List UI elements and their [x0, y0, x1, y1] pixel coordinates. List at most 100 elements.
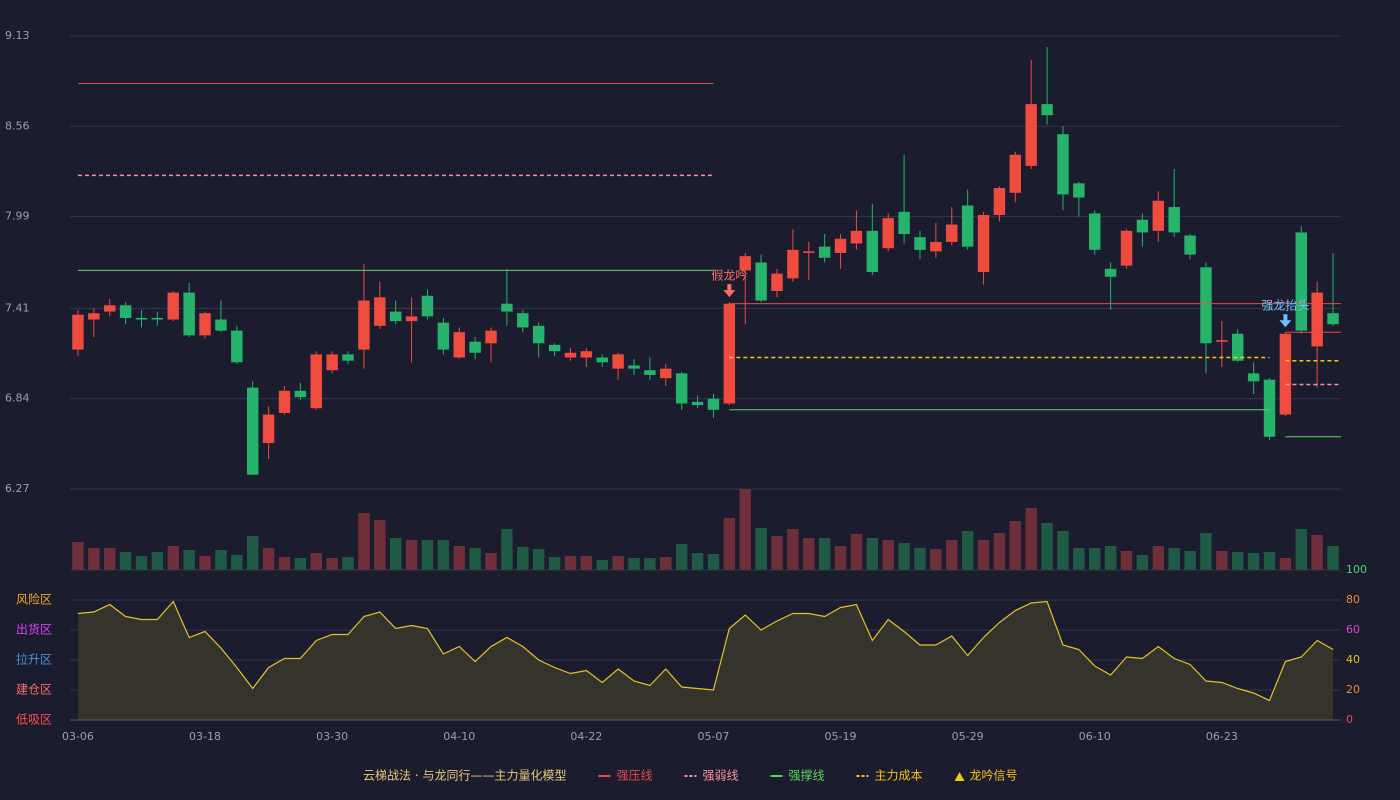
candle-body [850, 230, 863, 244]
legend-label: 强撑线 [788, 768, 824, 783]
volume-bar [1168, 548, 1180, 570]
x-tick-label: 05-29 [952, 730, 984, 743]
volume-bar [135, 556, 148, 570]
candle-body [1025, 104, 1037, 166]
volume-bar [453, 546, 465, 570]
candle-body [1120, 230, 1133, 266]
signal-label: 假龙吟 [711, 268, 747, 283]
candle-body [961, 205, 974, 247]
volume-bar [469, 548, 481, 570]
volume-bar [88, 548, 100, 570]
volume-bar [199, 556, 211, 570]
candle-body [739, 256, 751, 271]
x-tick-label: 05-07 [697, 730, 729, 743]
candle-body [660, 368, 672, 379]
volume-bar [167, 546, 179, 570]
volume-bar [1041, 523, 1053, 570]
volume-bar [898, 543, 910, 570]
candle-body [564, 352, 577, 358]
candle-body [612, 354, 624, 369]
candle-body [215, 319, 227, 331]
candle-body [993, 188, 1006, 215]
candle-body [88, 313, 100, 320]
volume-bar [612, 556, 624, 570]
candle-body [1184, 235, 1196, 255]
y-tick-label: 8.56 [5, 119, 30, 132]
volume-bar [437, 540, 450, 570]
candle-body [1136, 219, 1149, 233]
volume-bar [103, 548, 116, 570]
x-tick-label: 04-10 [443, 730, 475, 743]
volume-bar [1089, 548, 1101, 570]
x-tick-label: 03-06 [62, 730, 94, 743]
volume-bar [358, 513, 370, 570]
y2-tick-label: 20 [1346, 683, 1360, 696]
volume-bar [580, 556, 593, 570]
volume-bar [1247, 553, 1260, 570]
legend-label: 强弱线 [702, 769, 738, 783]
candle-body [501, 303, 513, 312]
volume-bar [755, 528, 767, 570]
y2-tick-label: 80 [1346, 593, 1360, 606]
volume-bar [596, 560, 608, 570]
volume-bar [1009, 521, 1022, 570]
volume-bar [246, 536, 259, 570]
candle-body [469, 341, 481, 353]
volume-bar [421, 540, 434, 570]
candle-body [262, 414, 275, 444]
candle-body [532, 325, 545, 344]
candle-body [755, 262, 767, 301]
y-tick-label: 7.41 [5, 301, 30, 314]
volume-bar [389, 538, 402, 570]
candle-body [1247, 373, 1260, 382]
volume-bar [946, 540, 958, 570]
candle-body [707, 398, 720, 410]
volume-bar [882, 540, 894, 570]
volume-bar [834, 546, 847, 570]
volume-bar [532, 549, 545, 570]
candle-body [183, 292, 195, 336]
candle-body [119, 305, 132, 318]
volume-bar [660, 557, 672, 570]
candle-body [548, 344, 561, 352]
candle-body [342, 354, 354, 361]
candle-body [628, 365, 640, 369]
candle-body [1152, 200, 1165, 231]
candle-body [1311, 292, 1323, 347]
candle-body [246, 387, 259, 475]
volume-bar [310, 553, 322, 570]
volume-bar [326, 558, 338, 570]
candle-body [1295, 232, 1308, 331]
signal-label: 强龙抬头 [1261, 299, 1309, 313]
candle-body [1104, 268, 1117, 277]
candle-body [1263, 379, 1276, 437]
volume-bar [72, 542, 84, 570]
candle-body [1327, 313, 1339, 325]
zone-label: 出货区 [16, 622, 52, 637]
volume-bar [119, 552, 132, 570]
volume-bar [691, 553, 704, 570]
volume-bar [930, 549, 942, 570]
volume-bar [961, 531, 974, 570]
volume-bar [1232, 552, 1244, 570]
volume-bar [1073, 548, 1085, 570]
volume-bar [850, 534, 863, 570]
volume-bar [1327, 546, 1339, 570]
candle-body [946, 224, 958, 242]
y-tick-label: 6.27 [5, 482, 30, 495]
candle-body [294, 390, 307, 398]
candle-body [72, 314, 84, 350]
candle-body [691, 401, 704, 406]
volume-bar [1295, 529, 1308, 570]
candle-body [1057, 134, 1069, 195]
legend-swatch [954, 772, 965, 781]
candle-body [866, 230, 879, 273]
volume-bar [1057, 531, 1069, 570]
candle-body [723, 303, 736, 404]
zone-label: 低吸区 [16, 713, 52, 727]
volume-bar [707, 554, 720, 570]
candle-body [374, 297, 386, 326]
x-tick-label: 06-23 [1206, 730, 1238, 743]
indicator-line [77, 600, 1334, 702]
